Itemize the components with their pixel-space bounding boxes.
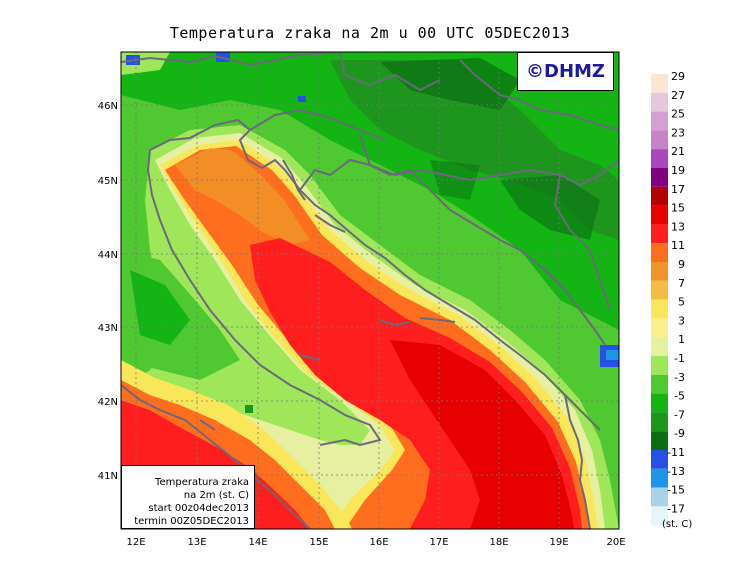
legend-swatch	[651, 262, 668, 281]
legend-label: 3	[678, 314, 685, 327]
lon-label: 13E	[187, 537, 206, 548]
info-line: na 2m (st. C)	[183, 490, 249, 501]
legend-label: 13	[671, 220, 685, 233]
legend-label: 15	[671, 202, 685, 215]
lat-label: 41N	[98, 471, 118, 482]
legend-swatch	[651, 412, 668, 432]
legend-swatch	[651, 205, 668, 225]
lat-label: 45N	[98, 176, 118, 187]
legend-label: 17	[671, 183, 685, 196]
legend-swatch	[651, 92, 668, 112]
lat-label: 42N	[98, 397, 118, 408]
legend-swatch	[651, 130, 668, 150]
lon-label: 18E	[489, 537, 508, 548]
lat-label: 43N	[98, 323, 118, 334]
lat-label: 44N	[98, 250, 118, 261]
legend-label: 1	[678, 333, 685, 346]
map-title: Temperatura zraka na 2m u 00 UTC 05DEC20…	[169, 24, 571, 42]
legend-swatch	[651, 186, 668, 206]
longitude-labels: 12E 13E 14E 15E 16E 17E 18E 19E 20E	[126, 537, 625, 548]
legend-label: 19	[671, 164, 685, 177]
legend-swatch	[651, 468, 668, 488]
legend-swatch	[651, 431, 668, 450]
legend-label: 29	[671, 70, 685, 83]
info-line: Temperatura zraka	[155, 477, 249, 488]
legend-label: -15	[667, 484, 685, 497]
legend-swatch	[651, 318, 668, 338]
info-box: Temperatura zraka na 2m (st. C) start 00…	[121, 465, 255, 529]
legend-label: -3	[674, 371, 685, 384]
legend-swatch	[651, 450, 668, 469]
lon-label: 12E	[126, 537, 145, 548]
legend-swatch	[651, 168, 668, 187]
legend-label: 21	[671, 145, 685, 158]
lon-label: 15E	[309, 537, 328, 548]
legend-swatch	[651, 243, 668, 262]
legend-label: -13	[667, 465, 685, 478]
legend-label: 5	[678, 296, 685, 309]
lon-label: 14E	[248, 537, 267, 548]
legend-label: 27	[671, 89, 685, 102]
color-legend: 29 27 25 23 21 19 17 15 13 11 9 7 5 3 1 -1 -3 -5 -7 -9 -11 -1…	[651, 70, 685, 526]
lon-label: 16E	[369, 537, 388, 548]
legend-swatch	[651, 393, 668, 413]
temperature-field	[121, 52, 619, 529]
legend-label: -5	[674, 390, 685, 403]
latitude-labels: 46N 45N 44N 43N 42N 41N	[98, 101, 118, 482]
info-line: termin 00Z05DEC2013	[134, 516, 249, 527]
legend-swatch	[651, 506, 668, 526]
legend-label: -9	[674, 427, 685, 440]
legend-label: 7	[678, 277, 685, 290]
legend-swatch	[651, 149, 668, 168]
coastlines-borders	[121, 52, 619, 529]
copyright-label: ©DHMZ	[517, 52, 614, 91]
lon-label: 17E	[429, 537, 448, 548]
legend-swatch	[651, 487, 668, 507]
legend-swatch	[651, 356, 668, 375]
legend-label: 11	[671, 239, 685, 252]
legend-swatch	[651, 74, 668, 93]
legend-label: -7	[674, 408, 685, 421]
legend-label: 23	[671, 126, 685, 139]
legend-swatch	[651, 299, 668, 319]
info-line: start 00z04dec2013	[148, 503, 249, 514]
map-frame	[120, 51, 620, 530]
legend-label: -17	[667, 502, 685, 515]
legend-label: 25	[671, 108, 685, 121]
legend-unit: (st. C)	[662, 519, 693, 530]
graticule	[121, 52, 619, 529]
lon-label: 19E	[549, 537, 568, 548]
legend-swatch	[651, 111, 668, 131]
legend-label: -1	[674, 352, 685, 365]
lat-label: 46N	[98, 101, 118, 112]
legend-swatch	[651, 374, 668, 394]
legend-swatch	[651, 224, 668, 244]
legend-label: 9	[678, 258, 685, 271]
legend-swatch	[651, 280, 668, 300]
legend-label: -11	[667, 446, 685, 459]
lon-label: 20E	[606, 537, 625, 548]
legend-swatch	[651, 337, 668, 356]
